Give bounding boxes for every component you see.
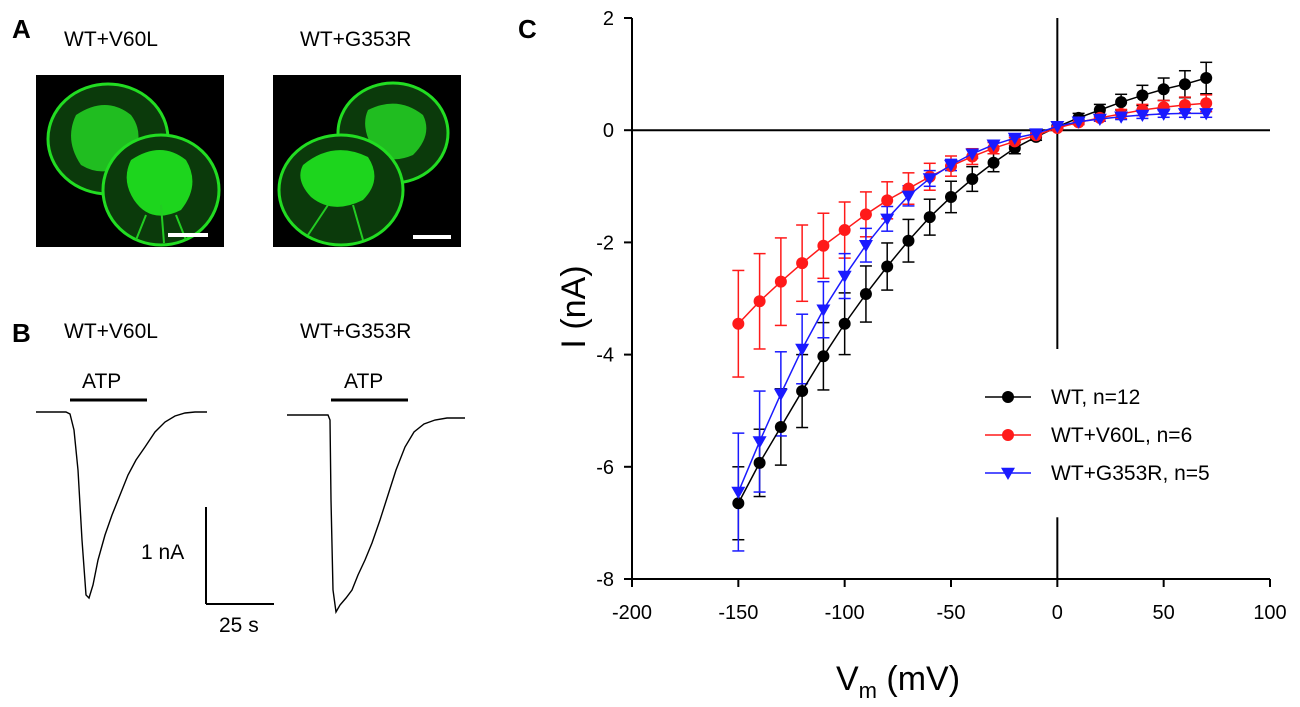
data-point (1178, 98, 1191, 111)
data-point (902, 234, 915, 247)
legend-label: WT+V60L, n=6 (1051, 424, 1192, 447)
x-axis-label-main: V (836, 660, 859, 698)
panel-letter-c: C (518, 14, 537, 44)
data-point (1157, 83, 1170, 96)
data-point (732, 497, 745, 510)
data-point (1114, 111, 1129, 124)
data-point (945, 190, 957, 203)
data-point (1115, 96, 1128, 109)
data-point (817, 350, 830, 363)
trace-wt-v60l (36, 411, 207, 600)
data-point (732, 317, 745, 330)
data-point (923, 211, 936, 224)
data-point (753, 295, 766, 308)
series-line (737, 102, 1207, 325)
data-point (922, 173, 937, 186)
data-point (817, 239, 830, 252)
y-tick-label: -2 (596, 232, 614, 254)
x-tick-label: 50 (1153, 602, 1175, 624)
data-point (838, 224, 851, 237)
data-point (880, 213, 895, 226)
data-point (987, 156, 1000, 169)
data-point (1007, 132, 1022, 146)
legend-label: WT+G353R, n=5 (1051, 462, 1210, 485)
data-point (796, 257, 809, 270)
x-tick-label: -200 (612, 602, 652, 624)
data-point (774, 275, 787, 288)
current-traces (36, 398, 465, 615)
data-point (1136, 89, 1149, 102)
data-point (1199, 108, 1214, 121)
data-point (966, 173, 979, 186)
panel-a-right-label: WT+G353R (300, 28, 412, 51)
data-point (901, 190, 916, 203)
data-point (858, 239, 873, 253)
y-tick-label: 0 (603, 120, 614, 142)
data-point (1135, 109, 1150, 123)
micrograph-wt-g353r (273, 75, 461, 247)
legend-marker (1001, 467, 1015, 480)
x-axis-label-unit: (mV) (877, 660, 960, 698)
panel-letter-b: B (12, 318, 31, 348)
micrograph-wt-v60l (36, 75, 224, 247)
data-point (1029, 128, 1044, 141)
legend-marker (1002, 429, 1014, 441)
y-tick-label: -4 (596, 345, 614, 367)
data-point (1071, 116, 1086, 129)
x-tick-label: 0 (1052, 602, 1063, 624)
data-point (752, 436, 767, 449)
data-point (795, 343, 810, 356)
panel-letter-a: A (12, 14, 31, 44)
data-point (773, 388, 788, 401)
y-tick-label: -6 (596, 457, 614, 479)
data-point (731, 486, 746, 500)
data-point (944, 159, 958, 172)
legend-marker (1002, 391, 1014, 403)
x-tick-label: 100 (1253, 602, 1286, 624)
stimulus-label-right: ATP (344, 370, 384, 393)
panel-b-right-label: WT+G353R (300, 320, 412, 343)
data-point (859, 288, 872, 301)
x-axis-label: Vm (mV) (836, 660, 960, 703)
data-point (816, 304, 831, 317)
y-tick-label: -8 (596, 569, 614, 591)
y-tick-label: 2 (603, 8, 614, 30)
trace-wt-g353r (287, 414, 465, 615)
data-point (1156, 108, 1171, 121)
x-axis-label-sub: m (859, 678, 877, 703)
data-point (796, 385, 809, 398)
x-tick-label: -50 (937, 602, 966, 624)
data-point (965, 148, 980, 161)
scale-bar-time-label: 25 s (219, 614, 259, 637)
data-point (838, 317, 851, 330)
data-point (753, 456, 766, 469)
panel-a-left-label: WT+V60L (64, 28, 158, 51)
data-point (1177, 108, 1192, 121)
legend-label: WT, n=12 (1051, 386, 1140, 409)
data-point (881, 194, 894, 207)
x-tick-label: -150 (718, 602, 758, 624)
data-point (1178, 78, 1191, 91)
panel-b-left-label: WT+V60L (64, 320, 158, 343)
data-point (859, 208, 872, 221)
scale-bar-current-label: 1 nA (141, 541, 185, 564)
stimulus-label-left: ATP (82, 370, 122, 393)
data-point (881, 260, 894, 273)
data-point (1050, 121, 1065, 134)
data-point (774, 420, 787, 433)
data-point (986, 139, 1001, 152)
data-point (837, 270, 852, 284)
data-point (1200, 72, 1213, 85)
data-point (1092, 113, 1107, 126)
y-axis-label: I (nA) (555, 265, 593, 348)
data-point (1200, 97, 1213, 110)
x-tick-label: -100 (825, 602, 865, 624)
